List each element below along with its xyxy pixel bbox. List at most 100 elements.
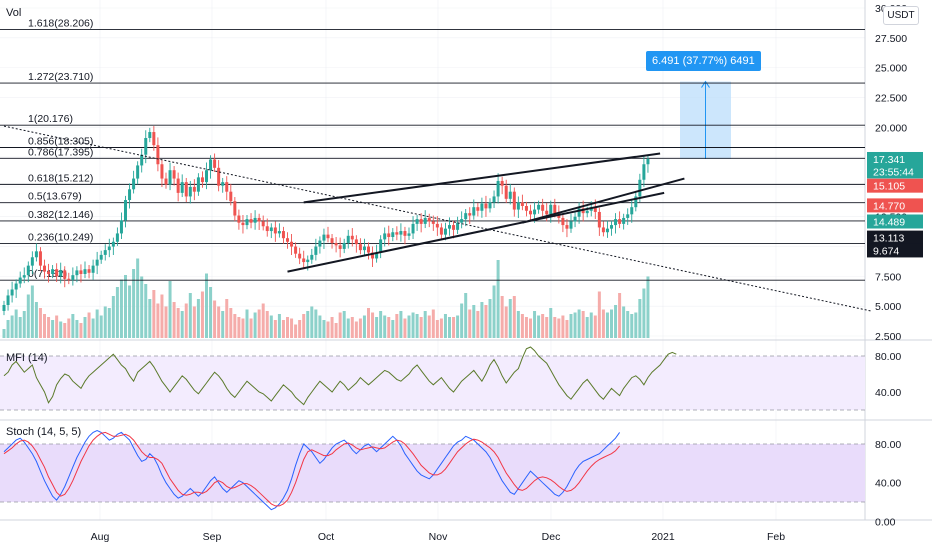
candle-body <box>565 225 569 229</box>
volume-bar <box>399 311 403 338</box>
measure-tool[interactable] <box>680 80 731 159</box>
price-badge-label: 13.113 <box>873 233 904 245</box>
volume-bar <box>192 306 196 338</box>
fib-level-label: 0.5(13.679) <box>28 191 82 203</box>
fib-level-label: 1.618(28.206) <box>28 17 93 29</box>
candle-body <box>597 211 601 228</box>
candle-body <box>302 258 306 263</box>
volume-bar <box>322 320 326 338</box>
candle-body <box>152 132 156 146</box>
currency-button[interactable]: USDT <box>883 6 919 25</box>
volume-bar <box>610 309 613 338</box>
volume-bar <box>391 320 395 338</box>
candle-body <box>144 138 148 155</box>
candle-body <box>439 227 443 235</box>
candle-body <box>387 233 391 238</box>
candle-body <box>322 234 326 241</box>
price-tick-label: 22.500 <box>875 92 907 104</box>
candle-body <box>273 227 277 234</box>
candle-body <box>443 228 447 235</box>
candle-body <box>63 270 67 279</box>
volume-bar <box>484 305 488 338</box>
candle-body <box>383 233 387 240</box>
candle-body <box>468 213 472 216</box>
fibonacci-levels[interactable]: 1.618(28.206) 1.272(23.710) 1(20.176) 0.856… <box>0 17 865 281</box>
candle-body <box>488 202 492 209</box>
candle-body <box>330 238 334 243</box>
volume-bar <box>47 317 51 338</box>
price-tick-label: 7.500 <box>875 271 901 283</box>
volume-label: Vol <box>6 7 22 19</box>
trendline-channel-lower[interactable] <box>287 191 665 273</box>
volume-bar <box>119 279 123 338</box>
candle-body <box>245 219 249 226</box>
volume-bar <box>354 321 358 338</box>
volume-bar <box>261 303 265 338</box>
volume-bar <box>452 317 456 338</box>
candle-body <box>196 177 200 192</box>
price-tick-label: 27.500 <box>875 33 907 45</box>
candle-body <box>452 225 456 230</box>
candle-body <box>26 265 30 276</box>
volume-bar <box>553 317 557 338</box>
volume-bar <box>565 320 569 338</box>
candle-body <box>277 231 281 234</box>
candle-body <box>124 200 127 221</box>
price-badge <box>867 164 923 179</box>
volume-bar <box>103 306 107 338</box>
price-badge <box>867 214 923 229</box>
volume-bar <box>314 309 318 338</box>
volume-bar <box>334 323 338 338</box>
volume-bar <box>407 315 411 338</box>
volume-bar <box>585 317 589 338</box>
time-tick-label: Dec <box>542 531 561 543</box>
fib-level-label: 0.382(12.146) <box>28 209 93 221</box>
trendline-support-right[interactable] <box>522 177 685 224</box>
volume-bar <box>520 314 524 338</box>
candle-body <box>492 196 496 203</box>
volume-bar <box>128 285 132 338</box>
volume-bar <box>18 317 22 338</box>
trendline-channel-upper[interactable] <box>303 152 661 204</box>
trendlines[interactable] <box>3 125 873 312</box>
volume-bar <box>638 299 642 338</box>
candle-body <box>119 220 123 234</box>
volume-bar <box>577 309 581 338</box>
volume-bar <box>415 314 419 338</box>
price-axis[interactable]: 2.5005.0007.50010.00012.50015.00017.5002… <box>867 3 923 528</box>
candle-body <box>460 219 464 223</box>
stoch-label[interactable]: Stoch (14, 5, 5) <box>6 426 82 438</box>
candle-body <box>464 213 468 220</box>
candle-body <box>585 210 589 214</box>
time-tick-label: Oct <box>318 531 334 543</box>
stoch-line-k <box>3 429 621 511</box>
candle-body <box>176 178 180 193</box>
candle-body <box>55 269 59 277</box>
mfi-label[interactable]: MFI (14) <box>6 352 48 364</box>
volume-bar <box>581 311 585 338</box>
price-tick-label: 5.000 <box>875 301 901 313</box>
candle-body <box>423 217 427 224</box>
volume-bar <box>597 291 601 338</box>
volume-bar <box>55 315 59 338</box>
volume-bar <box>601 309 605 338</box>
candle-body <box>626 214 630 218</box>
candle-body <box>561 217 565 226</box>
volume-bar <box>500 296 504 338</box>
candle-body <box>261 221 265 227</box>
volume-bar <box>91 318 95 338</box>
candle-body <box>375 252 379 259</box>
candle-body <box>233 201 237 216</box>
candle-body <box>22 275 26 278</box>
volume-bar <box>622 306 626 338</box>
candle-body <box>533 209 537 215</box>
mfi-tick-label: 40.00 <box>875 387 901 399</box>
volume-bar <box>51 320 55 338</box>
time-axis[interactable]: Aug Sep Oct Nov Dec 2021 Feb <box>91 531 786 543</box>
stoch-tick-label: 80.00 <box>875 439 901 451</box>
volume-bar <box>642 288 646 338</box>
volume-bar <box>253 312 257 338</box>
candle-body <box>107 246 111 251</box>
candle-body <box>192 186 196 192</box>
